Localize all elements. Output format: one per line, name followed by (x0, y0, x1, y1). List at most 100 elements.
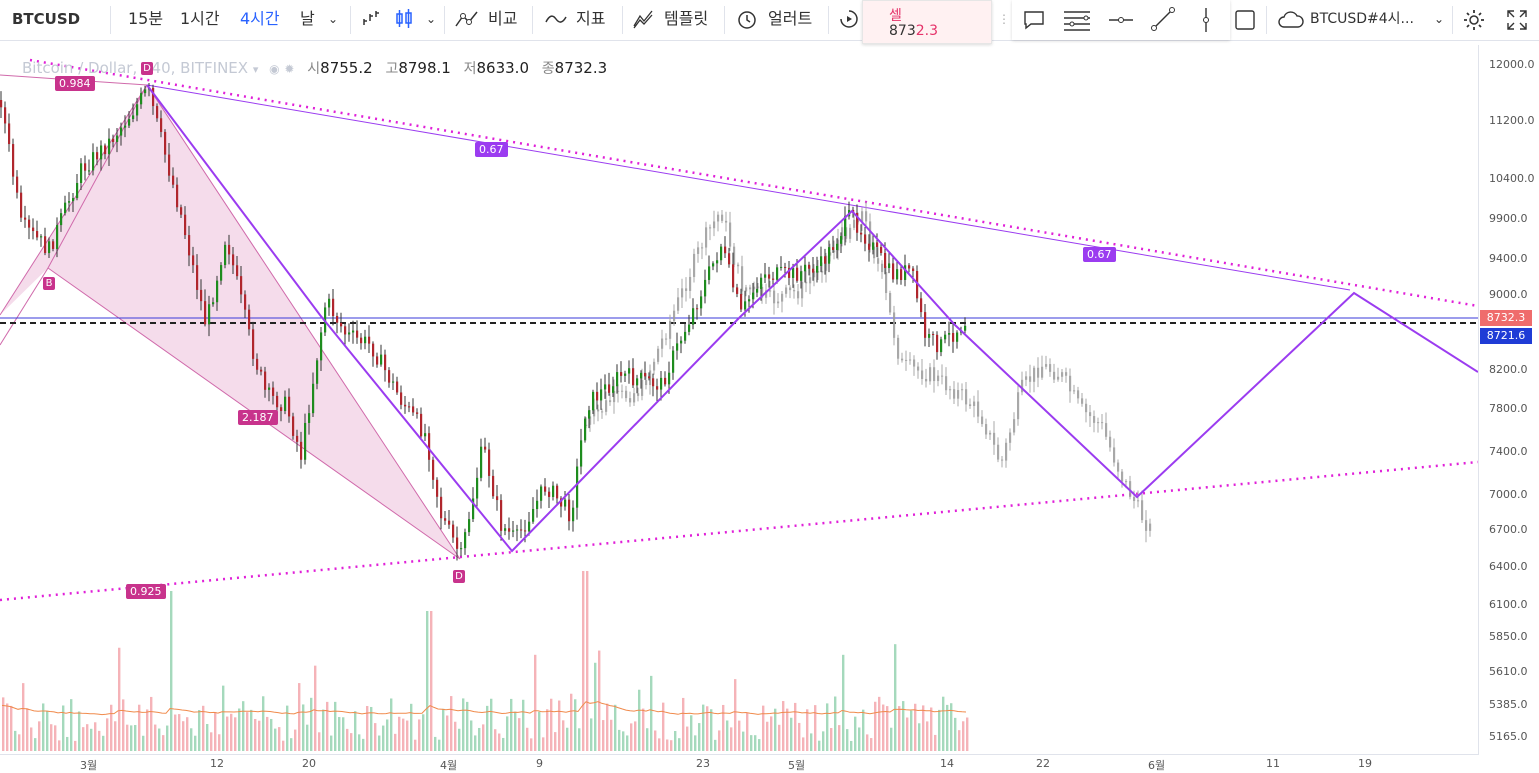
candle-body (284, 396, 287, 412)
candle-body (1057, 376, 1060, 380)
chevron-down-icon[interactable]: ⌄ (1434, 12, 1445, 26)
text-lines-icon[interactable] (1062, 8, 1092, 32)
candle-body (636, 378, 639, 386)
candle-body (0, 100, 3, 108)
divider (1266, 6, 1267, 34)
point-marker[interactable]: D (453, 570, 465, 583)
alert-icon[interactable] (736, 8, 758, 46)
rectangle-icon[interactable] (1234, 9, 1256, 31)
chart-canvas[interactable] (0, 45, 1478, 754)
candle-body (252, 329, 255, 359)
indicators-icon[interactable] (544, 10, 568, 48)
symbol-search[interactable]: BTCUSD (12, 10, 81, 28)
ratio-label[interactable]: 0.984 (55, 76, 95, 91)
interval-15m[interactable]: 15분 (128, 9, 164, 28)
volume-bar (222, 685, 225, 751)
volume-bar (666, 739, 669, 751)
volume-bar (542, 737, 545, 751)
candle-body (740, 293, 743, 310)
settings-icon[interactable] (1462, 8, 1486, 32)
compare-button[interactable]: 비교 (488, 9, 518, 28)
interval-day[interactable]: 날 (300, 9, 315, 28)
volume-bar (18, 734, 21, 751)
eye-icon[interactable]: ◉ (269, 62, 280, 76)
candle-body (1117, 462, 1120, 472)
cloud-icon[interactable] (1278, 10, 1304, 30)
point-marker[interactable]: D (141, 62, 153, 75)
candle-body (753, 286, 756, 290)
candle-style-icon[interactable] (394, 8, 414, 46)
volume-bar (646, 728, 649, 751)
chevron-down-icon[interactable]: ⌄ (328, 12, 339, 26)
candle-body (736, 287, 739, 294)
candle-body (340, 322, 343, 327)
fullscreen-icon[interactable] (1506, 9, 1528, 31)
candle-body (408, 406, 411, 408)
trendline-icon[interactable] (1150, 6, 1176, 32)
candle-body (640, 372, 643, 379)
volume-bar (490, 698, 493, 751)
volume-bar (134, 725, 137, 751)
candle-body (460, 548, 463, 550)
projection-path[interactable] (146, 84, 1478, 553)
gear-icon[interactable]: ✹ (284, 62, 295, 76)
interval-1h[interactable]: 1시간 (180, 9, 220, 28)
ratio-label[interactable]: 2.187 (238, 410, 278, 425)
candle-body (1129, 481, 1132, 498)
templates-icon[interactable] (632, 8, 656, 46)
vertical-line-icon[interactable] (1200, 7, 1212, 33)
resistance-trendline[interactable] (146, 84, 1351, 291)
candle-body (969, 404, 972, 406)
layout-name[interactable]: BTCUSD#4시... (1310, 11, 1414, 27)
volume-bar (718, 730, 721, 751)
volume-bar (854, 716, 857, 751)
lower-channel-line[interactable] (0, 460, 1478, 602)
volume-bar (342, 717, 345, 751)
candle-body (404, 404, 407, 407)
price-axis[interactable]: 12000.0 11200.0 10400.0 9900.0 9400.0 90… (1478, 45, 1539, 755)
volume-bar (738, 720, 741, 751)
ratio-label[interactable]: 0.67 (475, 142, 508, 157)
candle-body (1109, 436, 1112, 448)
candle-body (645, 380, 648, 386)
candle-body (664, 377, 667, 385)
replay-icon[interactable] (838, 8, 860, 46)
candle-body (840, 236, 843, 244)
candle-body (264, 371, 267, 390)
time-tick: 12 (210, 757, 224, 770)
candle-body (80, 163, 83, 183)
candle-body (192, 255, 195, 266)
templates-button[interactable]: 템플릿 (664, 9, 709, 28)
alert-button[interactable]: 얼러트 (768, 9, 813, 28)
candle-body (620, 372, 623, 376)
ratio-label[interactable]: 0.67 (1083, 247, 1116, 262)
series-title[interactable]: Bitcoin / Dollar, 240, BITFINEX (22, 59, 249, 77)
bar-style-icon[interactable] (360, 9, 380, 47)
horizontal-line-icon[interactable] (1108, 14, 1134, 26)
volume-bar (202, 705, 205, 751)
candle-body (1009, 432, 1012, 443)
volume-bar (6, 703, 9, 751)
comment-icon[interactable] (1022, 9, 1046, 31)
indicators-button[interactable]: 지표 (576, 9, 606, 28)
volume-bar (902, 701, 905, 751)
time-axis[interactable]: 3월 12 20 4월 9 23 5월 14 22 6월 11 19 (0, 754, 1478, 773)
candle-body (1125, 481, 1128, 483)
divider (1452, 6, 1453, 34)
candle-body (705, 227, 708, 248)
compare-icon[interactable] (454, 8, 480, 46)
volume-bar (950, 703, 953, 751)
point-marker[interactable]: B (43, 277, 55, 290)
volume-bar (102, 735, 105, 751)
candle-body (624, 373, 627, 376)
chevron-down-icon[interactable]: ▾ (252, 63, 259, 76)
candle-body (648, 376, 651, 379)
volume-bar (534, 654, 537, 751)
candle-body (957, 390, 960, 399)
candle-body (897, 337, 900, 359)
chevron-down-icon[interactable]: ⌄ (426, 12, 437, 26)
interval-4h[interactable]: 4시간 (240, 9, 280, 28)
ratio-label[interactable]: 0.925 (126, 584, 166, 599)
candle-body (677, 297, 680, 311)
sell-button[interactable]: 셀 8732.3 (862, 0, 992, 44)
